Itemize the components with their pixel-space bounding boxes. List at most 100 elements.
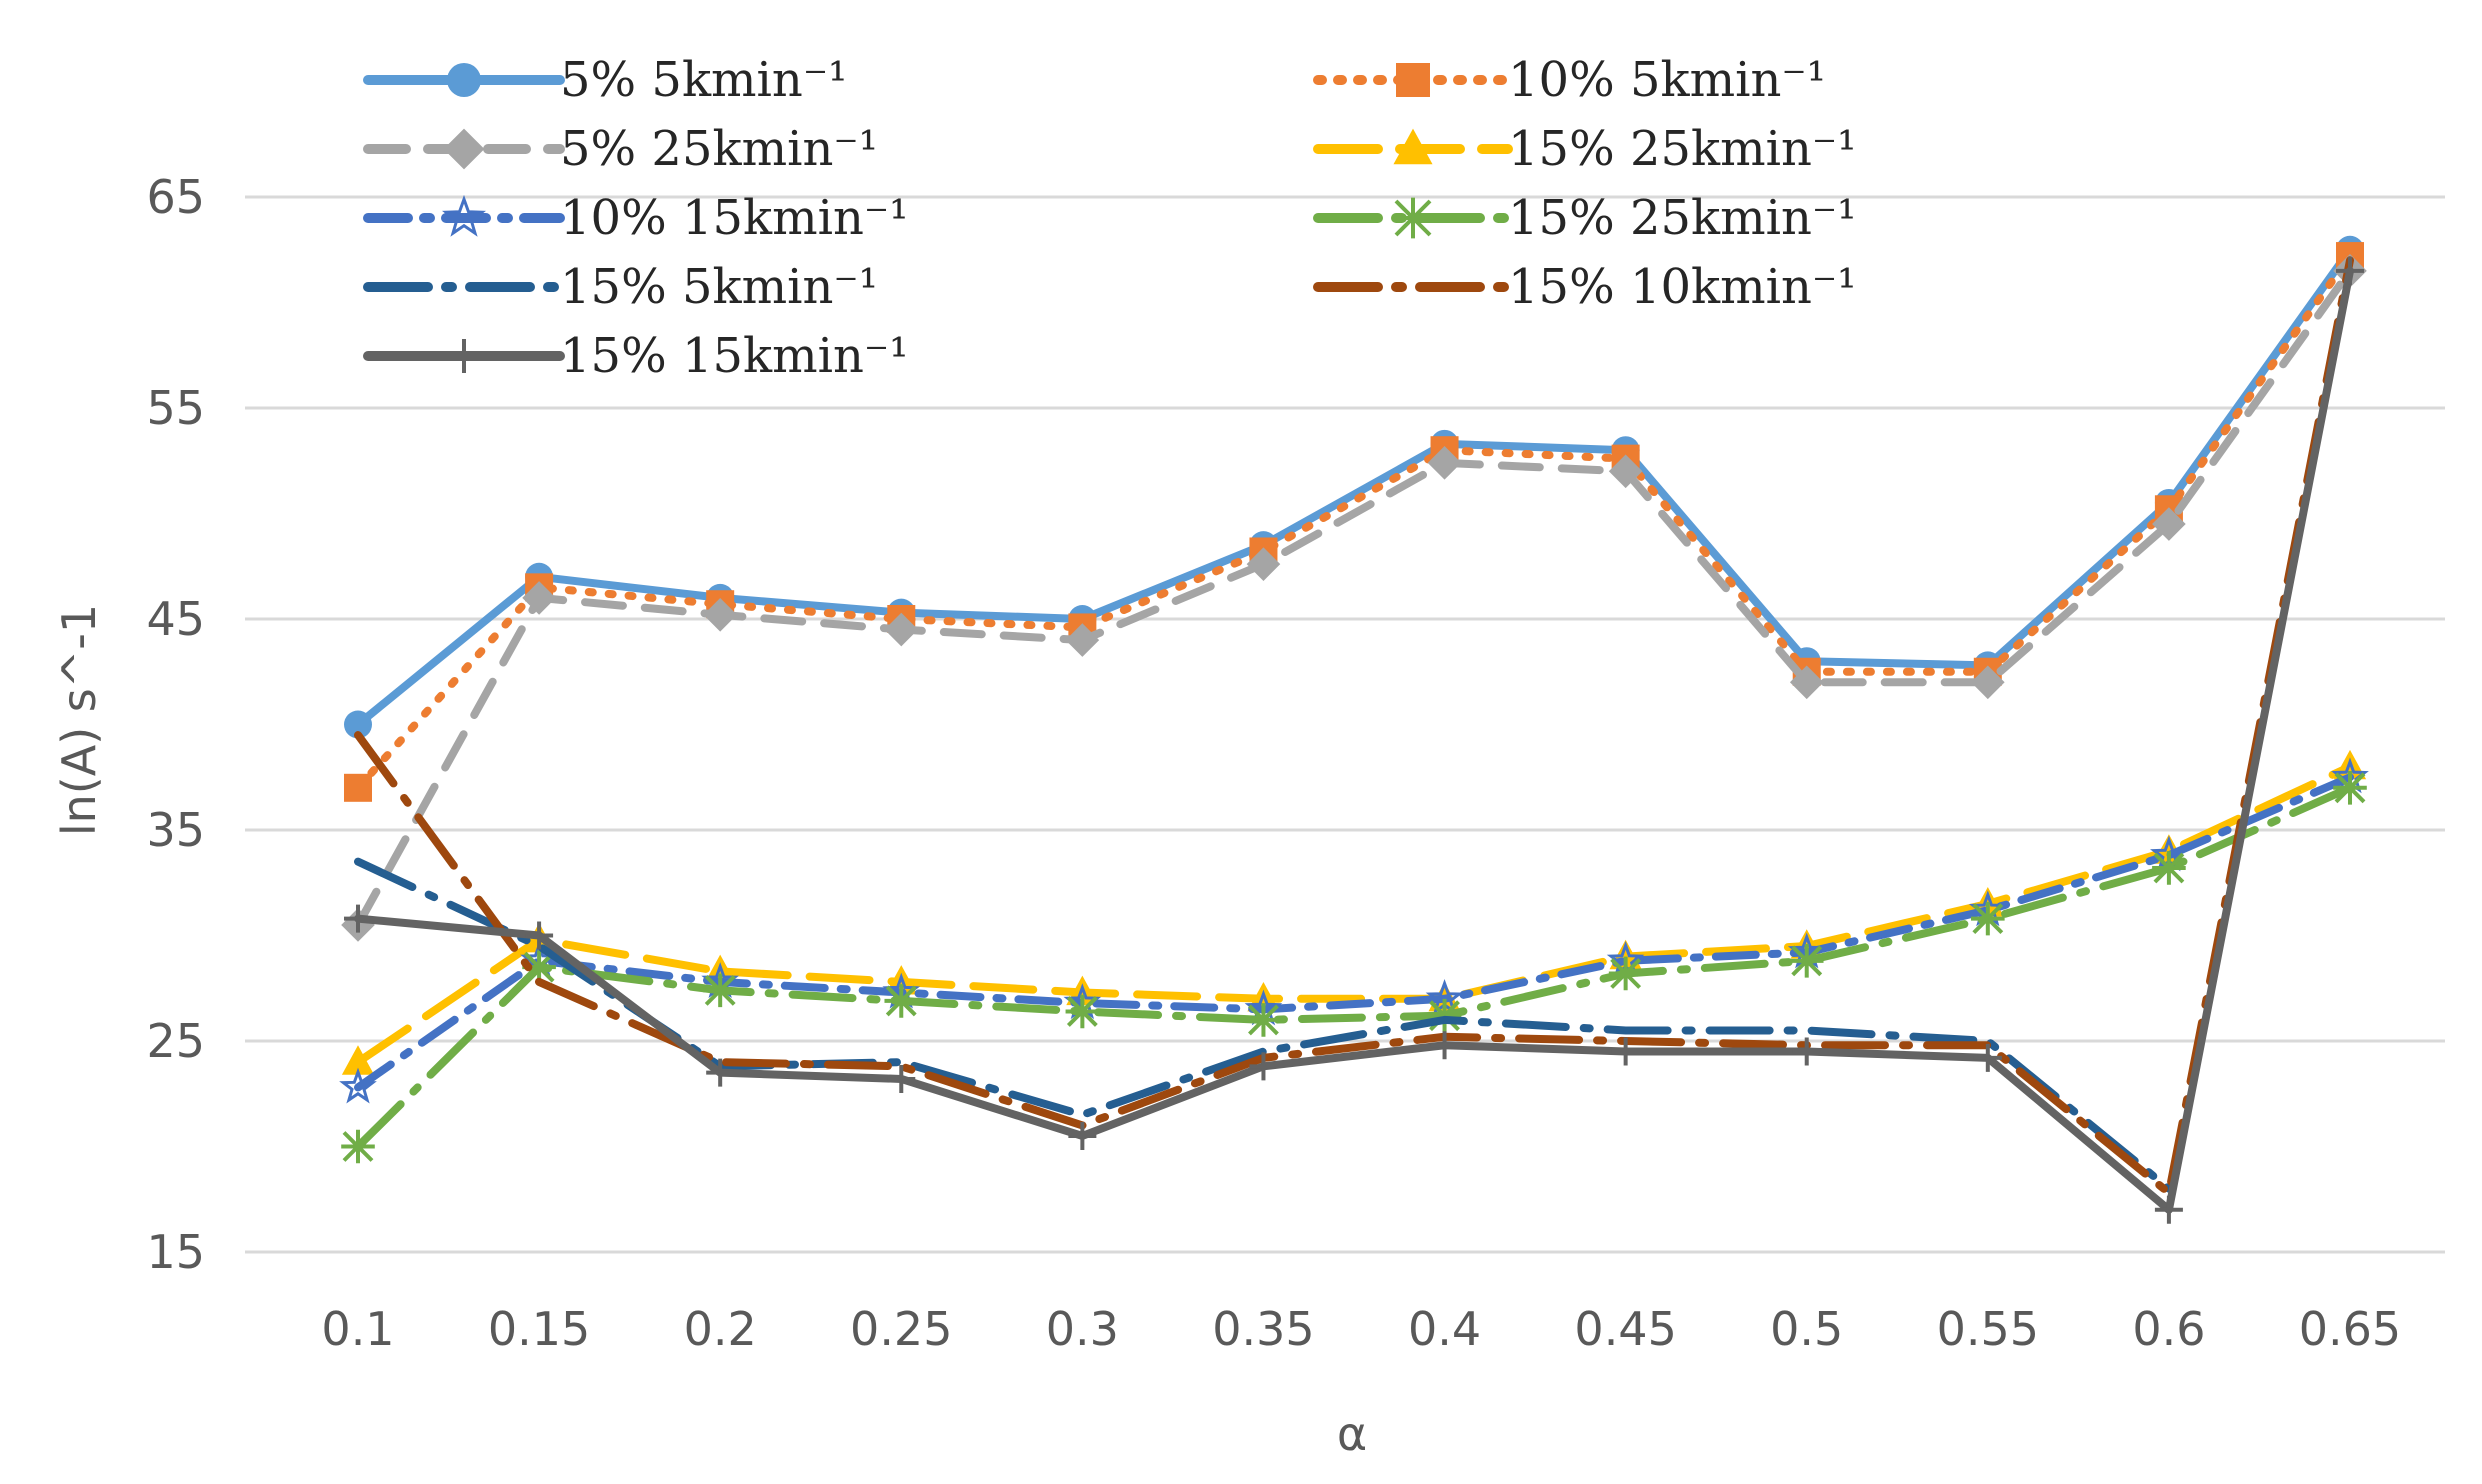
data-point xyxy=(341,1129,375,1164)
x-tick-label: 0.25 xyxy=(850,1302,952,1356)
data-point xyxy=(443,128,485,170)
series-line xyxy=(354,266,2354,1214)
x-tick-label: 0.65 xyxy=(2299,1302,2401,1356)
x-tick-label: 0.6 xyxy=(2132,1302,2205,1356)
data-point xyxy=(341,1045,375,1075)
data-point xyxy=(1392,197,1434,239)
legend-label: 15% 5kmin⁻¹ xyxy=(560,259,878,315)
y-axis-title: ln(A) s^-1 xyxy=(52,604,106,836)
x-tick-label: 0.55 xyxy=(1937,1302,2039,1356)
legend-label: 15% 25kmin⁻¹ xyxy=(1508,190,1856,246)
data-point xyxy=(339,1067,377,1104)
x-tick-label: 0.35 xyxy=(1212,1302,1314,1356)
x-tick-label: 0.1 xyxy=(321,1302,394,1356)
data-point xyxy=(1608,956,1643,991)
data-point xyxy=(2152,507,2186,541)
y-tick-label: 35 xyxy=(146,803,205,857)
data-point xyxy=(703,973,737,1008)
data-point xyxy=(522,581,556,615)
gridlines xyxy=(245,195,2445,1254)
y-tick-label: 65 xyxy=(146,170,205,224)
data-point xyxy=(1430,1031,1459,1060)
data-point xyxy=(344,773,372,802)
data-point xyxy=(1789,665,1824,700)
series-6 xyxy=(341,771,2367,1164)
data-point xyxy=(1396,63,1430,97)
legend-item: 15% 10kmin⁻¹ xyxy=(1313,259,1856,315)
x-tick-label: 0.3 xyxy=(1046,1302,1119,1356)
data-point xyxy=(344,710,372,739)
series-3 xyxy=(341,254,2367,942)
data-point xyxy=(1789,944,1824,978)
data-point xyxy=(1249,1052,1278,1081)
data-point xyxy=(1427,998,1462,1033)
legend-item: 10% 5kmin⁻¹ xyxy=(1313,52,1826,108)
data-point xyxy=(1611,1037,1640,1066)
series-line xyxy=(354,245,2354,729)
data-point xyxy=(887,1064,916,1093)
data-point xyxy=(2333,771,2367,805)
x-tick-label: 0.2 xyxy=(684,1302,757,1356)
x-tick-label: 0.45 xyxy=(1574,1302,1676,1356)
legend-item: 15% 15kmin⁻¹ xyxy=(363,328,908,384)
series-line xyxy=(354,266,2354,929)
legend-label: 5% 5kmin⁻¹ xyxy=(560,52,847,108)
data-point xyxy=(1068,1121,1097,1150)
legend-item: 10% 15kmin⁻¹ xyxy=(363,190,908,246)
series-line xyxy=(354,252,2354,792)
data-point xyxy=(1393,128,1433,165)
data-point xyxy=(1971,901,2005,936)
data-point xyxy=(344,904,372,933)
x-axis-title: α xyxy=(1337,1407,1367,1461)
legend-label: 10% 5kmin⁻¹ xyxy=(1508,52,1826,108)
legend-item: 15% 25kmin⁻¹ xyxy=(1313,190,1856,246)
y-axis-ticks: 15 25 35 45 55 65 xyxy=(146,170,205,1279)
data-point xyxy=(884,984,919,1018)
data-point xyxy=(884,612,919,647)
series-line xyxy=(354,773,2354,1092)
data-point xyxy=(525,921,554,950)
series-9 xyxy=(344,256,2364,1224)
data-point xyxy=(1246,547,1281,581)
data-point xyxy=(522,950,556,984)
legend-label: 15% 10kmin⁻¹ xyxy=(1508,259,1856,315)
legend-label: 5% 25kmin⁻¹ xyxy=(560,121,878,177)
series-line xyxy=(354,783,2354,1151)
series-line xyxy=(354,762,2354,1067)
data-point xyxy=(1065,623,1100,657)
series-lines xyxy=(339,235,2369,1224)
data-point xyxy=(1792,1037,1821,1066)
y-tick-label: 55 xyxy=(146,381,205,435)
legend-item: 15% 5kmin⁻¹ xyxy=(363,259,878,315)
data-point xyxy=(703,597,737,632)
data-point xyxy=(2152,851,2186,885)
legend-item: 5% 5kmin⁻¹ xyxy=(363,52,847,108)
data-point xyxy=(1065,994,1100,1029)
legend-item: 15% 25kmin⁻¹ xyxy=(1313,121,1856,177)
legend: 5% 5kmin⁻¹ 5% 25kmin⁻¹ 10% 15kmin⁻¹ 15% 5km… xyxy=(363,52,1856,384)
data-point xyxy=(447,63,481,97)
data-point xyxy=(1246,1003,1281,1037)
data-point xyxy=(2154,1195,2183,1224)
legend-label: 15% 25kmin⁻¹ xyxy=(1508,121,1856,177)
data-point xyxy=(2336,256,2364,285)
x-axis-ticks: 0.1 0.15 0.2 0.25 0.3 0.35 0.4 0.45 0.5 0.55 0.6 0.… xyxy=(321,1302,2401,1356)
legend-label: 15% 15kmin⁻¹ xyxy=(560,328,908,384)
data-point xyxy=(1971,665,2005,700)
data-point xyxy=(447,339,481,373)
x-tick-label: 0.5 xyxy=(1770,1302,1843,1356)
data-point xyxy=(441,194,487,237)
data-point xyxy=(1973,1043,2002,1072)
y-tick-label: 45 xyxy=(146,592,205,646)
legend-item: 5% 25kmin⁻¹ xyxy=(363,121,878,177)
series-2 xyxy=(344,242,2364,802)
data-point xyxy=(1608,454,1643,489)
x-tick-label: 0.4 xyxy=(1408,1302,1481,1356)
data-point xyxy=(706,1058,735,1087)
x-tick-label: 0.15 xyxy=(488,1302,590,1356)
y-tick-label: 15 xyxy=(146,1225,205,1279)
legend-label: 10% 15kmin⁻¹ xyxy=(560,190,908,246)
data-point xyxy=(1427,446,1462,480)
y-tick-label: 25 xyxy=(146,1014,205,1068)
